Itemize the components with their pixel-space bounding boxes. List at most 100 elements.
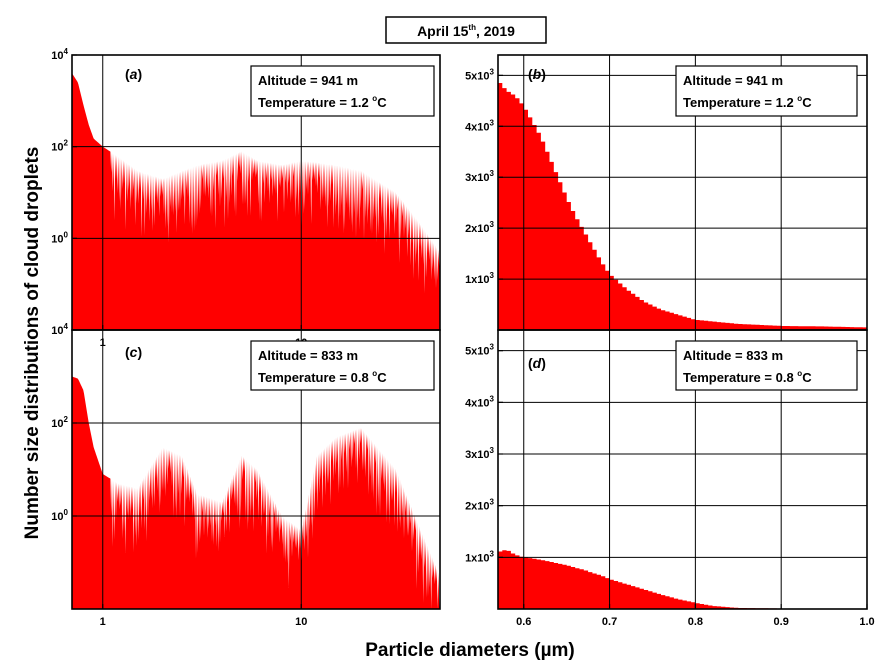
panel-label-close: ) — [541, 355, 546, 371]
y-tick-base: 1x10 — [465, 274, 489, 286]
annotation-altitude: Altitude = 941 m — [683, 73, 783, 88]
annotation-box-a: Altitude = 941 m Temperature = 1.2 oC — [250, 65, 435, 117]
x-tick-label: 0.9 — [774, 616, 789, 628]
y-tick-label: 2x103 — [465, 498, 494, 513]
plot-frame-d — [497, 329, 868, 610]
distribution-d — [498, 550, 867, 609]
figure-title: April 15th, 2019 — [417, 23, 515, 39]
y-tick-exp: 3 — [490, 169, 495, 178]
annotation-temperature: Temperature = 1.2 oC — [258, 94, 387, 110]
y-tick-base: 10 — [51, 511, 63, 523]
x-axis-label: Particle diameters (µm) — [365, 640, 574, 661]
y-tick-exp: 2 — [64, 139, 69, 148]
annotation-box-b: Altitude = 941 m Temperature = 1.2 oC — [675, 65, 858, 117]
panel-label-letter: a — [130, 66, 138, 82]
y-tick-label: 100 — [51, 230, 68, 245]
y-tick-label: 102 — [51, 415, 68, 430]
y-tick-exp: 3 — [490, 271, 495, 280]
y-tick-label: 1x103 — [465, 549, 494, 564]
x-tick-label: 1 — [100, 616, 106, 628]
annotation-temperature: Temperature = 0.8 oC — [683, 369, 812, 385]
y-tick-base: 10 — [51, 325, 63, 337]
y-tick-base: 4x10 — [465, 397, 489, 409]
y-tick-label: 3x103 — [465, 169, 494, 184]
panel-label-letter: d — [533, 355, 542, 371]
y-tick-base: 10 — [51, 142, 63, 154]
x-tick-label: 0.7 — [602, 616, 617, 628]
y-tick-exp: 0 — [64, 230, 69, 239]
y-tick-exp: 3 — [490, 220, 495, 229]
y-tick-exp: 3 — [490, 498, 495, 507]
y-tick-base: 2x10 — [465, 501, 489, 513]
y-tick-base: 5x10 — [465, 346, 489, 358]
annotation-box-c: Altitude = 833 m Temperature = 0.8 oC — [250, 340, 435, 391]
y-tick-exp: 3 — [490, 343, 495, 352]
title-text: April 15 — [417, 23, 469, 39]
annotation-temperature: Temperature = 1.2 oC — [683, 94, 812, 110]
x-axis-label-unit: µm — [541, 640, 569, 661]
panel-label-close: ) — [137, 66, 142, 82]
distribution-b — [498, 83, 867, 330]
y-tick-label: 4x103 — [465, 394, 494, 409]
distribution-fill-d — [498, 550, 867, 609]
x-axis-label-text: Particle diameters ( — [365, 640, 541, 661]
y-tick-label: 100 — [51, 508, 68, 523]
distribution-c — [72, 376, 440, 609]
x-tick-label: 10 — [295, 616, 307, 628]
y-tick-base: 4x10 — [465, 121, 489, 133]
panel-label-open: ( — [528, 66, 533, 82]
annotation-box-d: Altitude = 833 m Temperature = 0.8 oC — [675, 340, 858, 391]
annotation-altitude: Altitude = 833 m — [258, 348, 358, 363]
y-tick-base: 3x10 — [465, 172, 489, 184]
panel-label-open: ( — [125, 344, 130, 360]
x-tick-label: 1.0 — [859, 616, 874, 628]
y-tick-exp: 3 — [490, 118, 495, 127]
y-tick-base: 10 — [51, 50, 63, 62]
y-tick-label: 3x103 — [465, 446, 494, 461]
panel-label-d: (d) — [528, 355, 546, 371]
annotation-altitude: Altitude = 941 m — [258, 73, 358, 88]
y-tick-label: 2x103 — [465, 220, 494, 235]
y-tick-label: 4x103 — [465, 118, 494, 133]
y-tick-base: 1x10 — [465, 552, 489, 564]
y-tick-base: 5x10 — [465, 70, 489, 82]
y-tick-exp: 4 — [64, 322, 69, 331]
annotation-temperature: Temperature = 0.8 oC — [258, 369, 387, 385]
panel-label-close: ) — [541, 66, 546, 82]
y-axis-label: Number size distributions of cloud dropl… — [22, 147, 43, 540]
gridlines-c — [72, 330, 440, 609]
panel-label-letter: b — [533, 66, 542, 82]
distribution-fill-c — [72, 376, 440, 609]
y-tick-exp: 3 — [490, 394, 495, 403]
panel-label-open: ( — [125, 66, 130, 82]
y-tick-base: 2x10 — [465, 223, 489, 235]
panel-label-close: ) — [137, 344, 142, 360]
y-tick-base: 3x10 — [465, 449, 489, 461]
distribution-fill-a — [72, 73, 440, 330]
y-tick-base: 10 — [51, 418, 63, 430]
y-tick-exp: 3 — [490, 446, 495, 455]
distribution-fill-b — [498, 83, 867, 330]
y-tick-label: 104 — [51, 47, 68, 62]
x-tick-label: 0.8 — [688, 616, 703, 628]
panel-label-b: (b) — [528, 66, 546, 82]
y-tick-exp: 2 — [64, 415, 69, 424]
y-tick-exp: 3 — [490, 549, 495, 558]
x-tick-label: 0.6 — [516, 616, 531, 628]
y-tick-exp: 3 — [490, 67, 495, 76]
annotation-altitude: Altitude = 833 m — [683, 348, 783, 363]
y-tick-label: 5x103 — [465, 67, 494, 82]
panel-label-c: (c) — [125, 344, 142, 360]
plot-frame-c — [71, 329, 441, 610]
title-sup: th — [468, 23, 476, 32]
y-tick-exp: 4 — [64, 47, 69, 56]
y-tick-label: 5x103 — [465, 343, 494, 358]
y-tick-exp: 0 — [64, 508, 69, 517]
title-box: April 15th, 2019 — [385, 16, 547, 44]
y-tick-label: 1x103 — [465, 271, 494, 286]
y-tick-base: 10 — [51, 233, 63, 245]
y-tick-label: 102 — [51, 139, 68, 154]
